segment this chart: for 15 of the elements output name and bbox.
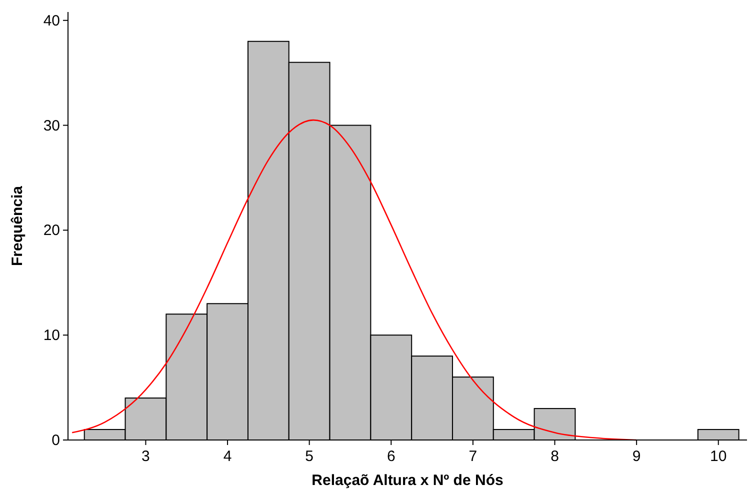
- x-axis-title: Relaçaõ Altura x Nº de Nós: [312, 472, 504, 489]
- y-tick-label: 10: [43, 327, 60, 344]
- y-tick-label: 30: [43, 117, 60, 134]
- x-tick-label: 3: [142, 448, 150, 465]
- x-tick-label: 9: [632, 448, 641, 465]
- y-tick-label: 20: [43, 222, 60, 240]
- y-tick-label: 40: [43, 12, 60, 30]
- x-tick-label: 10: [710, 448, 727, 465]
- y-tick-label: 0: [52, 432, 60, 449]
- x-tick-label: 8: [550, 448, 559, 465]
- x-tick-label: 7: [468, 448, 478, 465]
- x-tick-label: 5: [305, 448, 314, 465]
- y-axis-title: Frequência: [9, 185, 26, 266]
- x-tick-label: 6: [386, 448, 396, 465]
- x-tick-label: 4: [223, 448, 232, 465]
